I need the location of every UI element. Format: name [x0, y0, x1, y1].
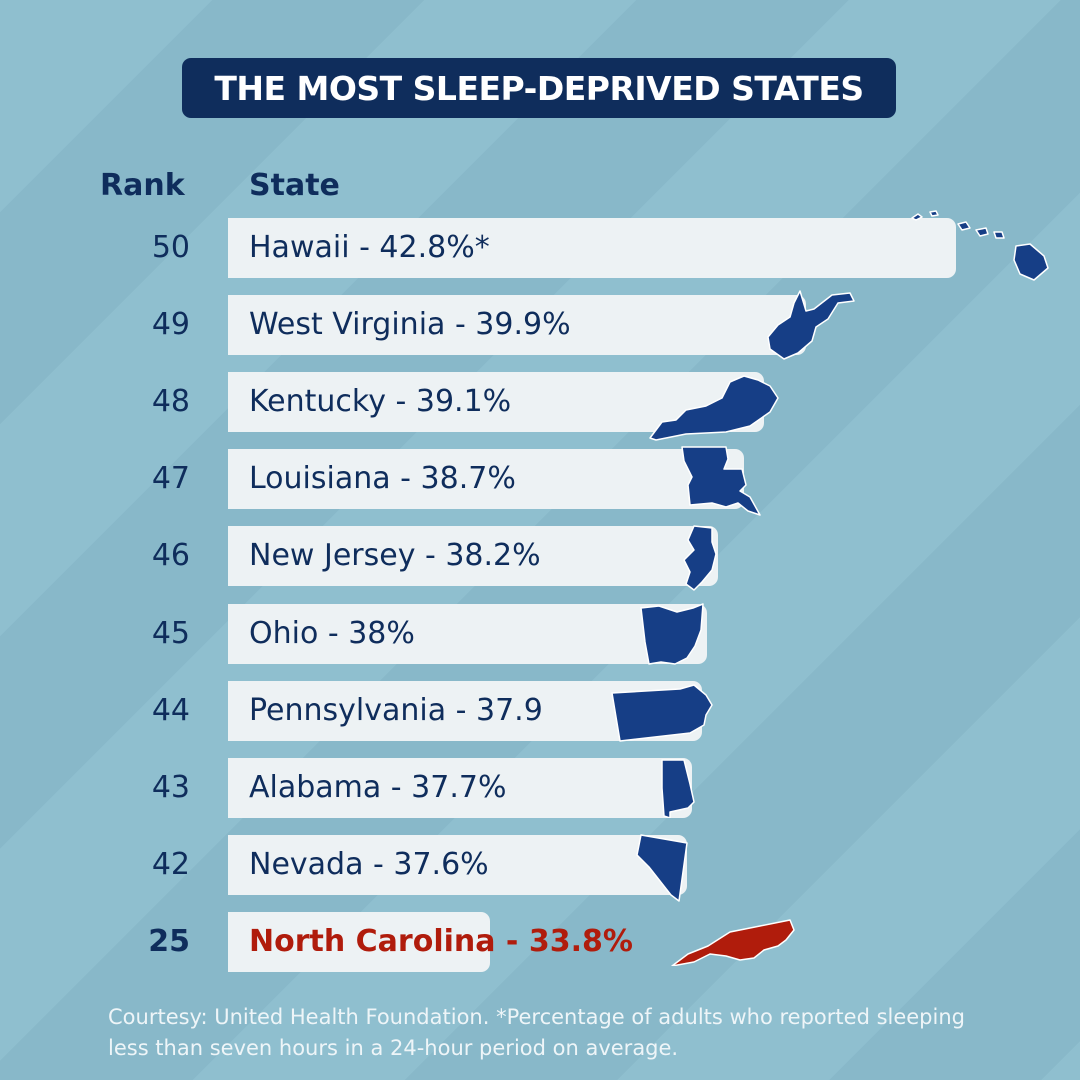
state-map-icon — [636, 834, 688, 902]
table-row: 47 Louisiana - 38.7% — [0, 446, 1080, 517]
table-row: 50 Hawaii - 42.8%* — [0, 210, 1080, 281]
value-bar — [228, 911, 490, 972]
state-value-label: West Virginia - 39.9% — [249, 307, 571, 343]
value-bar — [228, 834, 687, 895]
value-bar — [228, 449, 744, 510]
rank-value: 50 — [151, 230, 190, 265]
rank-value: 25 — [148, 923, 190, 959]
value-bar — [228, 603, 708, 664]
state-value-label: Ohio - 38% — [249, 615, 415, 651]
state-map-icon — [680, 446, 761, 517]
rank-value: 49 — [151, 307, 190, 343]
rank-value: 45 — [151, 615, 190, 651]
table-row: 46 New Jersey - 38.2% — [0, 525, 1080, 592]
state-map-icon — [640, 602, 705, 665]
table-row: 45 Ohio - 38% — [0, 602, 1080, 665]
rank-value: 48 — [151, 384, 190, 420]
table-row: 44 Pennsylvania - 37.9 — [0, 680, 1080, 742]
rank-value: 43 — [151, 769, 190, 805]
state-map-icon — [661, 758, 695, 818]
state-value-label: Pennsylvania - 37.9 — [249, 692, 543, 728]
state-value-label: Louisiana - 38.7% — [249, 461, 516, 497]
rank-value: 42 — [151, 846, 190, 882]
footnote: Courtesy: United Health Foundation. *Per… — [108, 1005, 965, 1060]
rank-value: 44 — [151, 692, 190, 728]
state-value-label: Nevada - 37.6% — [249, 846, 489, 882]
value-bar — [228, 757, 692, 818]
table-row: 42 Nevada - 37.6% — [0, 834, 1080, 902]
state-map-icon — [683, 525, 717, 592]
table-row: 43 Alabama - 37.7% — [0, 757, 1080, 818]
chart-title: THE MOST SLEEP-DEPRIVED STATES — [214, 68, 864, 108]
table-row: 25 North Carolina - 33.8% — [0, 911, 1080, 972]
value-bar — [228, 295, 806, 356]
table-row: 49 West Virginia - 39.9% — [0, 290, 1080, 360]
value-bar — [228, 218, 956, 278]
state-map-icon — [911, 210, 1049, 281]
state-column-header: State — [249, 168, 340, 203]
state-value-label: Alabama - 37.7% — [249, 769, 507, 805]
state-value-label: New Jersey - 38.2% — [249, 538, 541, 574]
rank-column-header: Rank — [100, 168, 185, 203]
state-map-icon — [649, 375, 780, 441]
state-value-label: Hawaii - 42.8%* — [249, 230, 490, 265]
title-banner: THE MOST SLEEP-DEPRIVED STATES — [182, 58, 896, 118]
value-bar — [228, 526, 718, 587]
table-row: 48 Kentucky - 39.1% — [0, 372, 1080, 441]
rank-value: 47 — [151, 461, 190, 497]
state-map-icon — [767, 290, 855, 360]
rank-value: 46 — [151, 538, 190, 574]
state-map-icon — [611, 683, 714, 742]
state-value-label: Kentucky - 39.1% — [249, 384, 512, 420]
state-map-icon — [671, 919, 795, 966]
state-value-label: North Carolina - 33.8% — [249, 923, 633, 959]
